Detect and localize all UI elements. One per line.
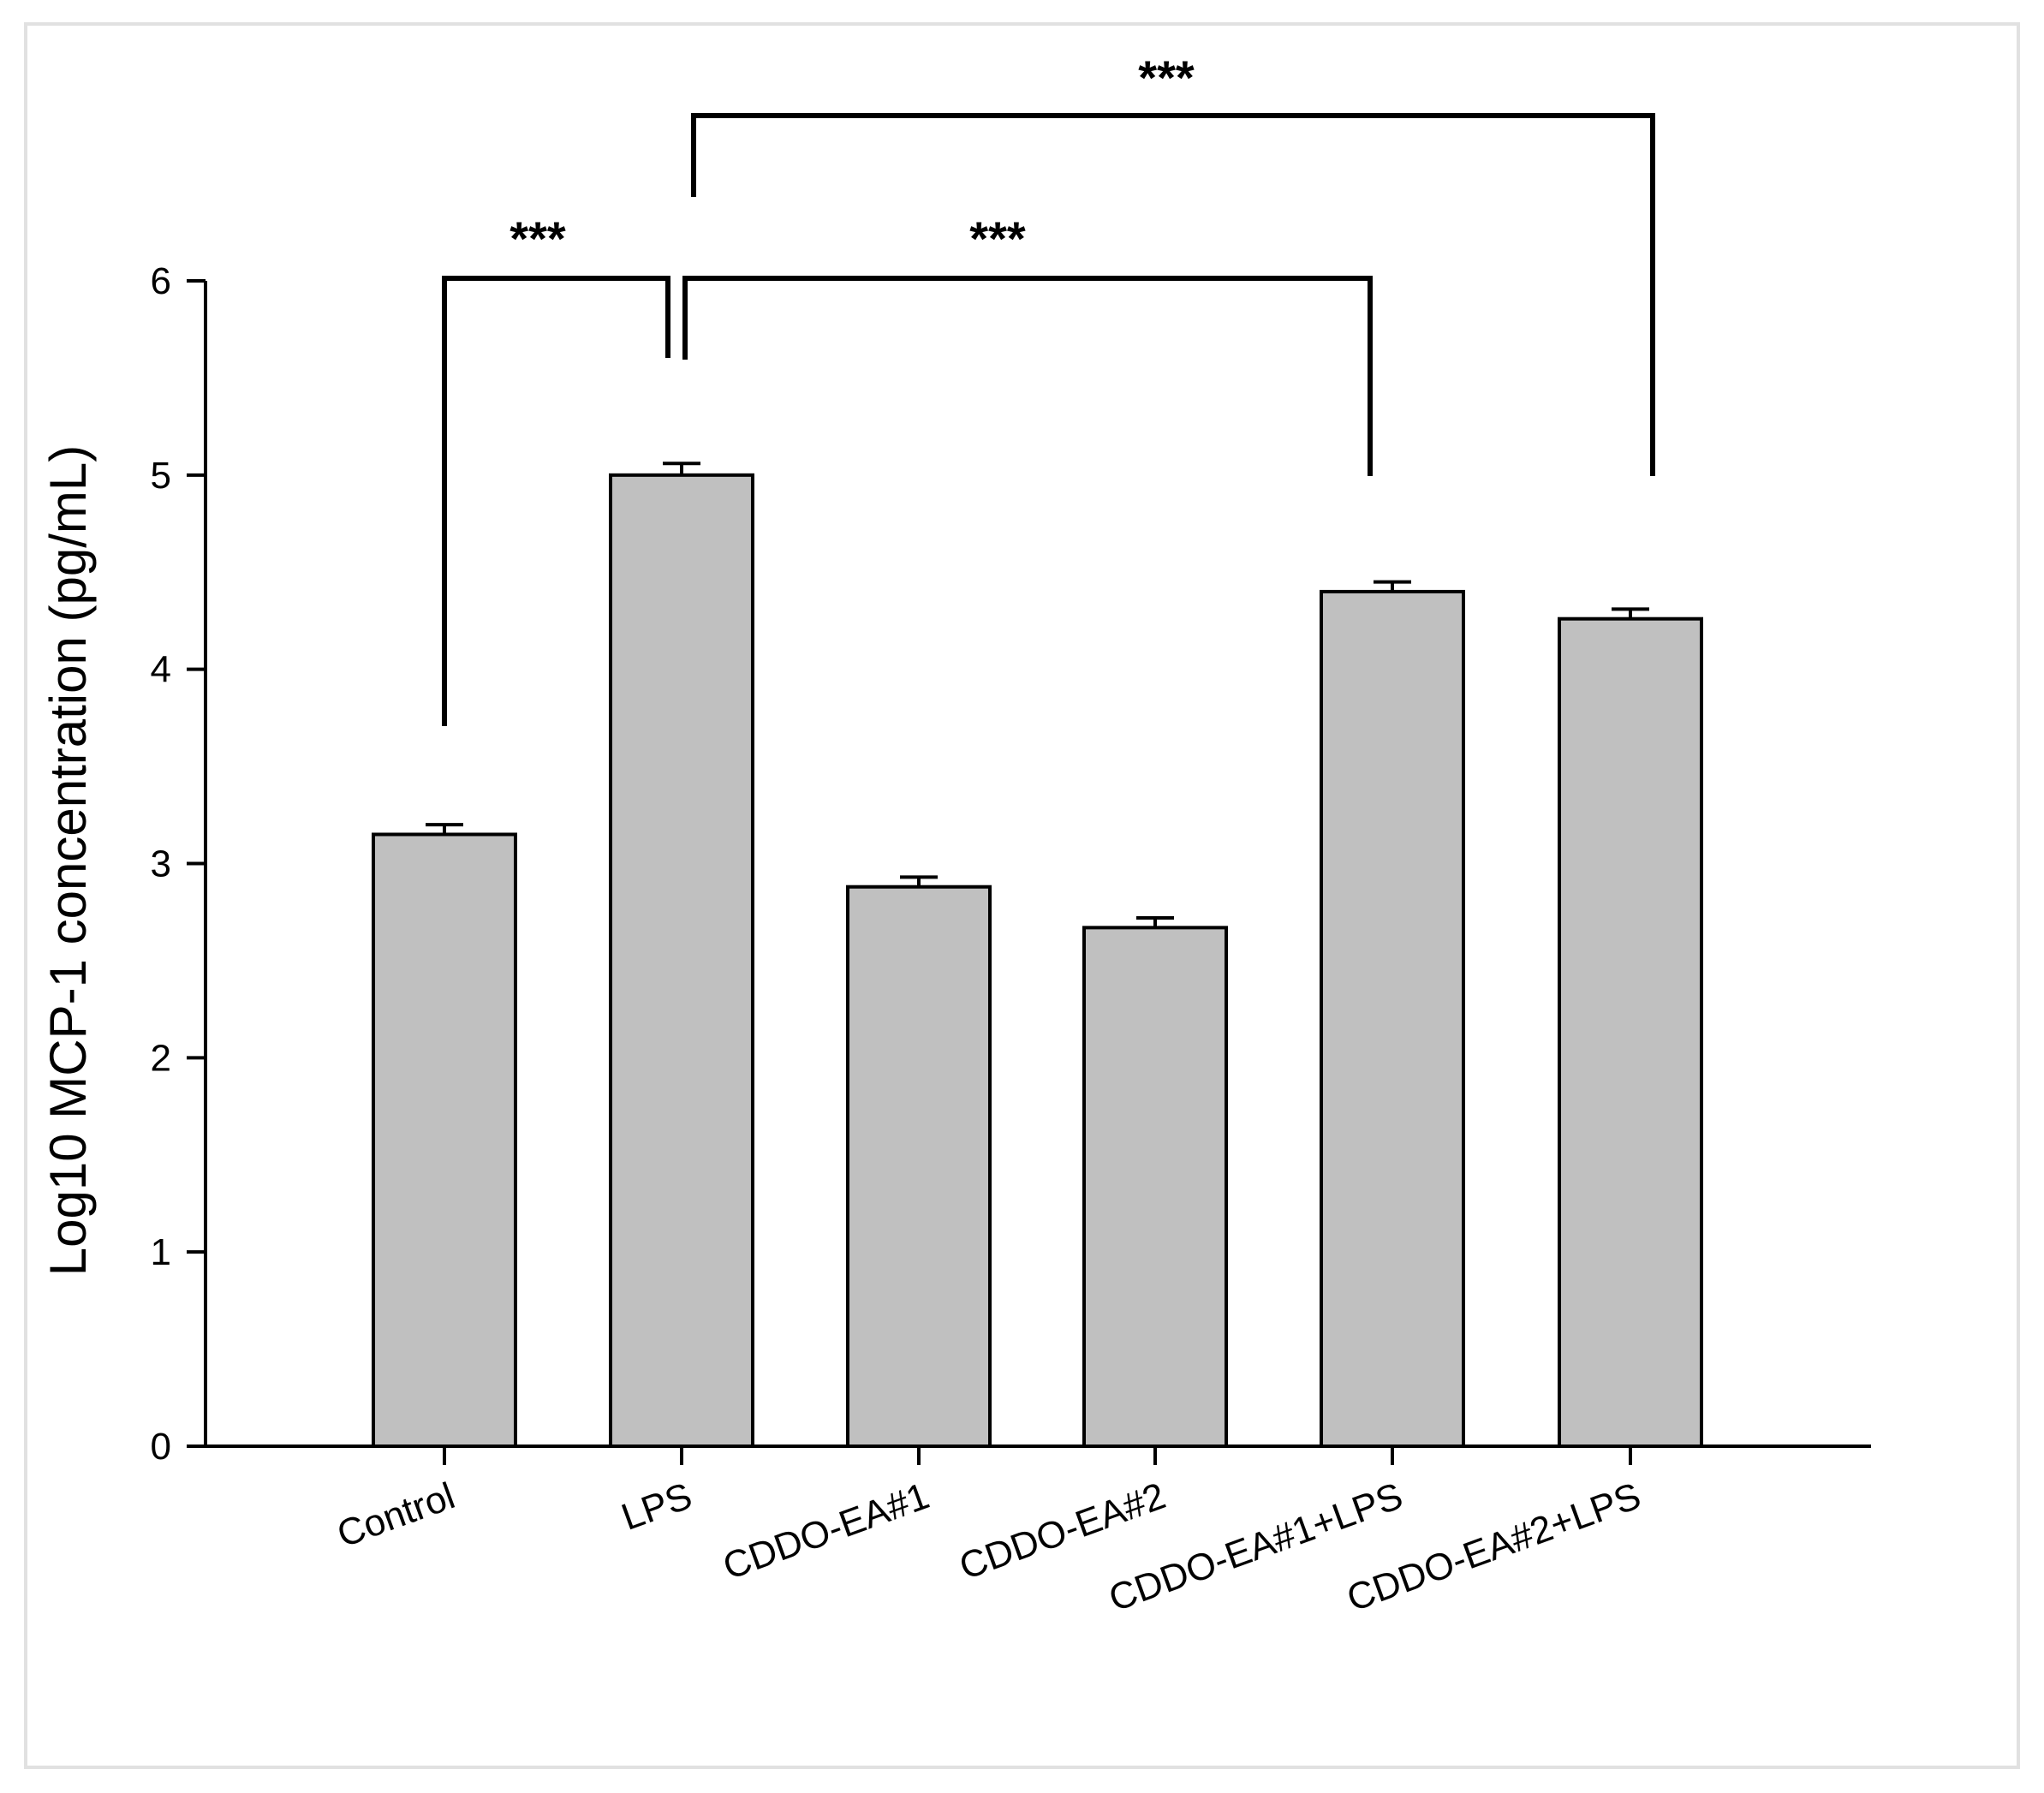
category-label: Control <box>331 1474 460 1556</box>
bar <box>372 832 517 1448</box>
bar <box>846 885 992 1448</box>
y-tick-label: 0 <box>151 1426 171 1468</box>
significance-brackets: *** *** *** <box>442 51 1655 726</box>
y-tick-label: 2 <box>151 1037 171 1079</box>
y-tick-label: 3 <box>151 843 171 885</box>
y-tick-label: 1 <box>151 1231 171 1273</box>
y-tick-label: 5 <box>151 455 171 497</box>
bar <box>1082 926 1228 1448</box>
x-ticks <box>443 1446 1632 1465</box>
significance-label: *** <box>510 211 566 265</box>
significance-bracket <box>442 276 670 726</box>
category-label: LPS <box>617 1474 698 1538</box>
bar <box>609 473 754 1448</box>
significance-bracket <box>691 113 1655 476</box>
category-label: CDDO-EA#1 <box>718 1474 934 1587</box>
significance-label: *** <box>1138 51 1195 104</box>
bars <box>372 473 1703 1448</box>
y-tick-label: 4 <box>151 649 171 691</box>
y-ticks: 0 1 2 3 4 5 6 <box>151 260 206 1468</box>
y-axis-title: Log10 MCP-1 concentration (pg/mL) <box>39 445 97 1277</box>
significance-label: *** <box>969 211 1026 265</box>
bar <box>1558 617 1703 1448</box>
category-labels: Control LPS CDDO-EA#1 CDDO-EA#2CDDO-EA#1+LP… <box>331 1474 1646 1619</box>
significance-bracket <box>682 276 1373 476</box>
error-bars <box>426 462 1649 928</box>
y-tick-label: 6 <box>151 260 171 302</box>
bar <box>1320 589 1465 1448</box>
